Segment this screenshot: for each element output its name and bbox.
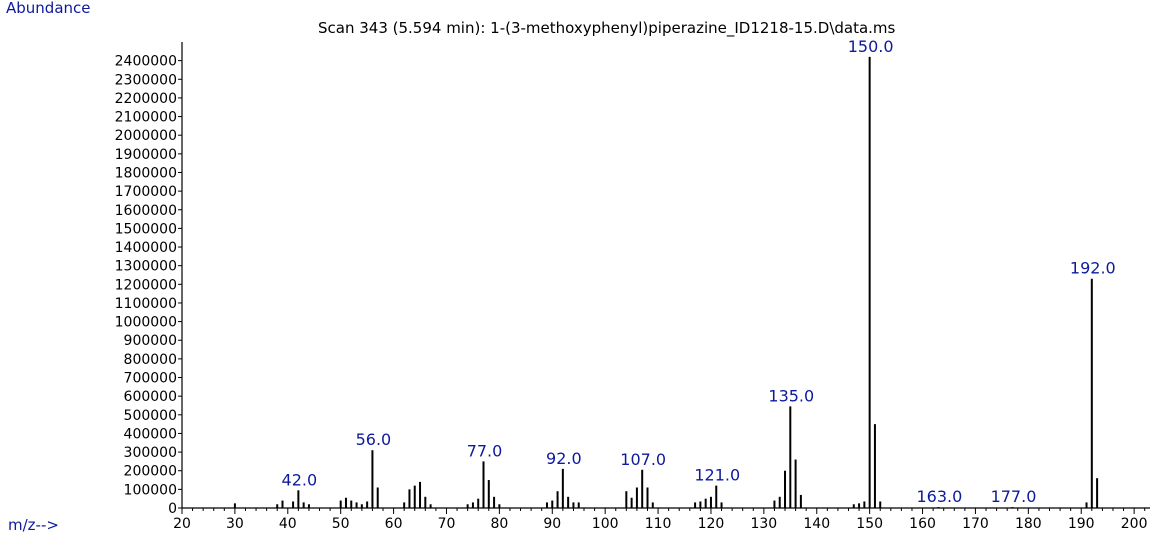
peak-label: 77.0	[467, 441, 503, 460]
x-tick-label: 120	[698, 516, 725, 532]
y-axis-title: Abundance	[6, 0, 91, 17]
y-axis-ticks: 0 100000 200000 300000 400000 500000 600000 700…	[115, 54, 182, 517]
y-tick-label: 1100000	[115, 296, 177, 312]
y-tick-label: 1000000	[115, 315, 177, 331]
x-axis-ticks: 20 30 40 50 60 70 80 90 100 110 120 130 140 150 160 170…	[173, 508, 1147, 532]
x-tick-label: 170	[962, 516, 989, 532]
y-tick-label: 2400000	[115, 54, 177, 70]
peak-label: 107.0	[620, 450, 666, 469]
y-tick-label: 900000	[124, 333, 177, 349]
peak-label: 192.0	[1070, 259, 1116, 278]
peak-label: 92.0	[546, 449, 582, 468]
peak-label: 163.0	[917, 487, 963, 506]
y-tick-label: 0	[168, 501, 177, 517]
peak-label: 177.0	[991, 487, 1037, 506]
y-tick-label: 800000	[124, 352, 177, 368]
x-tick-label: 190	[1068, 516, 1095, 532]
x-tick-label: 90	[543, 516, 561, 532]
peak-label: 135.0	[768, 386, 814, 405]
y-tick-label: 1200000	[115, 277, 177, 293]
y-tick-label: 2100000	[115, 110, 177, 126]
peak-label: 150.0	[848, 37, 894, 56]
x-tick-label: 40	[279, 516, 297, 532]
y-tick-label: 1800000	[115, 165, 177, 181]
x-axis-title: m/z-->	[8, 516, 59, 534]
y-tick-label: 1600000	[115, 203, 177, 219]
y-tick-label: 1400000	[115, 240, 177, 256]
y-tick-label: 1900000	[115, 147, 177, 163]
y-tick-label: 2000000	[115, 128, 177, 144]
x-tick-label: 160	[909, 516, 936, 532]
y-tick-label: 2300000	[115, 72, 177, 88]
y-tick-label: 2200000	[115, 91, 177, 107]
peak-bars	[233, 56, 1099, 508]
x-tick-label: 150	[856, 516, 883, 532]
peak-label: 56.0	[356, 430, 392, 449]
x-tick-label: 100	[592, 516, 619, 532]
y-tick-label: 1700000	[115, 184, 177, 200]
x-tick-label: 60	[385, 516, 403, 532]
y-tick-label: 700000	[124, 371, 177, 387]
y-tick-label: 400000	[124, 426, 177, 442]
y-tick-label: 500000	[124, 408, 177, 424]
y-tick-label: 600000	[124, 389, 177, 405]
y-tick-label: 300000	[124, 445, 177, 461]
y-tick-label: 100000	[124, 482, 177, 498]
peak-label: 121.0	[694, 466, 740, 485]
x-tick-label: 110	[645, 516, 672, 532]
x-tick-label: 80	[490, 516, 508, 532]
x-tick-label: 70	[438, 516, 456, 532]
x-tick-label: 180	[1015, 516, 1042, 532]
x-tick-label: 130	[750, 516, 777, 532]
peak-label: 42.0	[282, 470, 318, 489]
peak-labels: 42.0 56.0 77.0 92.0 107.0 121.0 135.0 150.0 163.…	[282, 37, 1116, 506]
y-tick-label: 1500000	[115, 221, 177, 237]
x-tick-label: 140	[803, 516, 830, 532]
y-tick-label: 200000	[124, 464, 177, 480]
x-tick-label: 20	[173, 516, 191, 532]
chart-title: Scan 343 (5.594 min): 1-(3-methoxyphenyl…	[318, 19, 896, 38]
x-tick-label: 30	[226, 516, 244, 532]
x-tick-label: 200	[1121, 516, 1148, 532]
x-tick-label: 50	[332, 516, 350, 532]
y-tick-label: 1300000	[115, 259, 177, 275]
